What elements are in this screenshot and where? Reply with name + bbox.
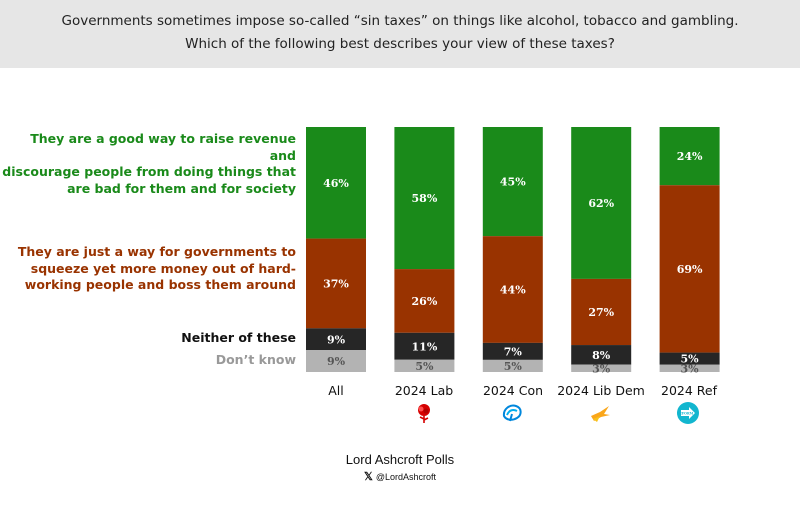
question-line-2: Which of the following best describes yo…	[185, 36, 615, 52]
data-label-neither: 8%	[592, 349, 611, 362]
legend-good-way-line: discourage people from doing things that	[2, 164, 296, 179]
bar-segment-neither	[659, 352, 720, 365]
bar-segment-dont-know	[306, 350, 366, 372]
category-label-libdem: 2024 Lib Dem	[557, 383, 645, 398]
category-label-lab: 2024 Lab	[394, 383, 454, 398]
bar-segment-squeeze	[571, 278, 632, 346]
data-label-squeeze: 26%	[412, 295, 438, 308]
data-label-good-way: 62%	[588, 197, 614, 210]
legend-good-way-line: They are a good way to raise revenue and	[30, 131, 296, 163]
data-label-good-way: 46%	[323, 177, 349, 190]
footer-title: Lord Ashcroft Polls	[345, 452, 455, 467]
bar-segment-dont-know	[482, 359, 543, 372]
bar-segment-dont-know	[571, 364, 632, 372]
category-label-ref: 2024 Ref	[661, 383, 717, 398]
legend-dont-know: Don’t know	[215, 352, 296, 367]
category-label-all: All	[328, 383, 344, 398]
svg-text:REFORM: REFORM	[677, 411, 694, 415]
question-line-1: Governments sometimes impose so-called “…	[61, 13, 739, 29]
bar-segment-neither	[482, 342, 543, 360]
data-label-dont-know: 5%	[415, 360, 434, 373]
bar-segment-squeeze	[306, 238, 366, 329]
data-label-good-way: 45%	[500, 176, 526, 189]
reform-arrow-icon: REFORM	[677, 402, 699, 424]
data-label-good-way: 58%	[412, 192, 438, 205]
data-label-squeeze: 27%	[588, 306, 614, 319]
bar-segment-neither	[306, 328, 366, 351]
data-label-dont-know: 3%	[592, 362, 611, 375]
bar-segment-squeeze	[482, 236, 543, 343]
libdem-bird-icon	[591, 406, 610, 422]
data-label-dont-know: 3%	[681, 362, 700, 375]
data-label-good-way: 24%	[677, 150, 703, 163]
bar-segment-squeeze	[394, 269, 455, 333]
bar-segment-dont-know	[394, 359, 455, 372]
data-label-squeeze: 44%	[500, 284, 526, 297]
legend-squeeze-line: working people and boss them around	[24, 277, 296, 292]
legend-squeeze-line: They are just a way for governments to	[17, 244, 296, 259]
data-label-neither: 7%	[504, 345, 523, 358]
legend-good-way: They are a good way to raise revenue and…	[0, 131, 296, 197]
legend-good-way-line: are bad for them and for society	[67, 180, 296, 196]
data-label-squeeze: 37%	[323, 277, 349, 290]
legend-squeeze: They are just a way for governments to s…	[18, 244, 296, 294]
bar-segment-good-way	[659, 127, 720, 186]
bar-segment-good-way	[394, 127, 455, 270]
conservative-tree-icon	[502, 404, 522, 422]
category-label-con: 2024 Con	[482, 383, 544, 398]
footer-handle: 𝕏 @LordAshcroft	[0, 470, 800, 483]
question-header: Governments sometimes impose so-called “…	[0, 0, 800, 68]
data-label-dont-know: 9%	[327, 355, 346, 368]
data-label-neither: 11%	[412, 340, 438, 353]
data-label-squeeze: 69%	[677, 263, 703, 276]
bar-segment-good-way	[482, 127, 543, 237]
bar-segment-neither	[571, 345, 632, 365]
bar-segment-squeeze	[659, 185, 720, 353]
data-label-neither: 9%	[327, 333, 346, 346]
data-label-neither: 5%	[681, 353, 700, 366]
legend-squeeze-line: squeeze yet more money out of hard-	[30, 260, 296, 276]
footer-handle-text: @LordAshcroft	[375, 472, 437, 482]
bar-segment-dont-know	[659, 364, 720, 372]
x-logo-icon: 𝕏	[363, 471, 373, 483]
labour-rose-icon	[418, 404, 430, 423]
data-label-dont-know: 5%	[504, 360, 523, 373]
legend-neither: Neither of these	[181, 330, 296, 345]
bar-segment-neither	[394, 332, 455, 360]
bar-segment-good-way	[571, 127, 632, 279]
bar-segment-good-way	[306, 127, 366, 239]
